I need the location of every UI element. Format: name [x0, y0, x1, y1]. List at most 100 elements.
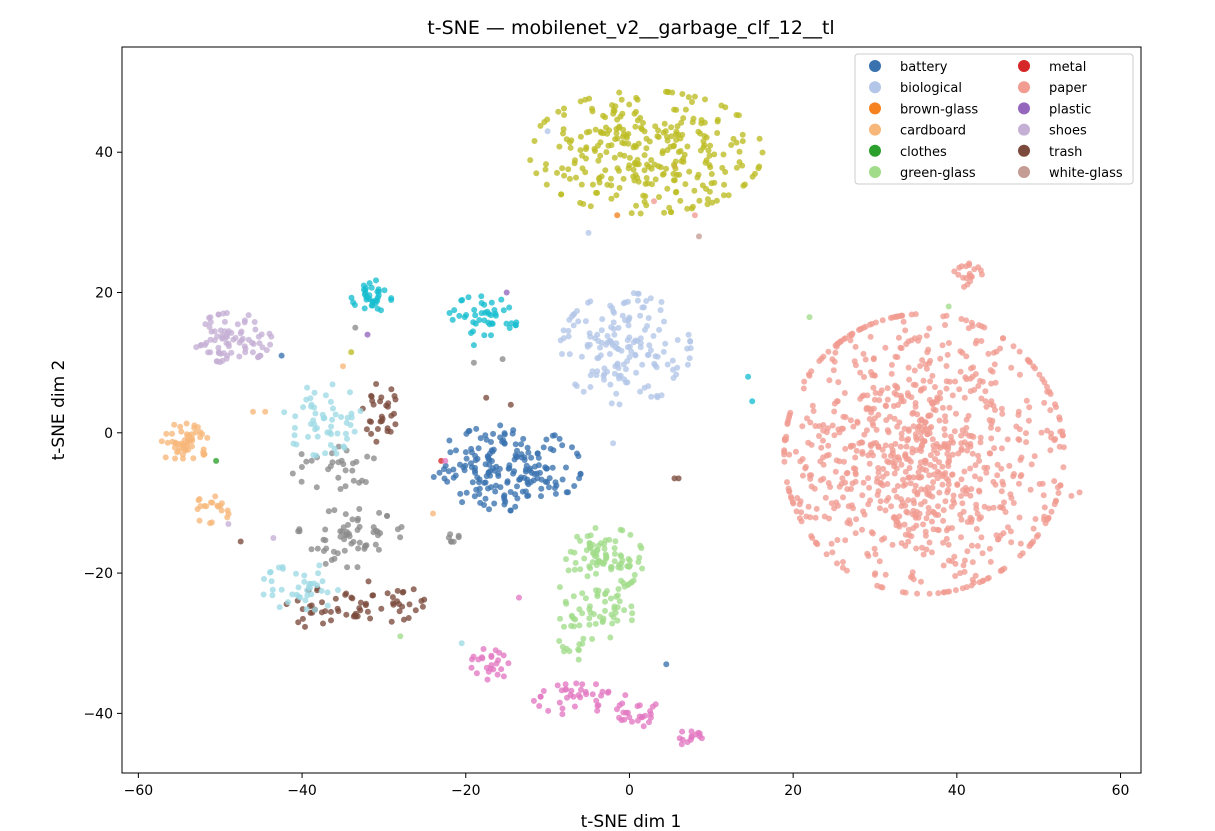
point-biological — [662, 340, 669, 347]
point-unlabeled-gray — [340, 461, 347, 468]
point-unlabeled-olive — [728, 142, 735, 148]
point-paper — [987, 401, 994, 408]
point-paper — [902, 589, 909, 596]
point-unlabeled-olive — [561, 172, 568, 179]
point-paper — [834, 502, 841, 509]
point-paper — [1030, 525, 1037, 532]
point-paper — [1023, 439, 1030, 446]
point-unlabeled-olive — [741, 181, 748, 188]
point-unlabeled-pink — [485, 668, 492, 675]
point-paper — [1031, 453, 1038, 460]
point-paper — [917, 387, 924, 394]
point-unlabeled-olive — [630, 144, 637, 151]
point-unlabeled-olive — [596, 179, 603, 186]
point-battery — [486, 506, 492, 513]
point-unlabeled-pink — [490, 666, 497, 673]
point-paper — [998, 504, 1005, 511]
point-paper — [876, 505, 883, 512]
point-paper — [853, 447, 860, 454]
point-unlabeled-olive — [348, 349, 355, 356]
point-paper — [945, 557, 952, 564]
point-paper — [968, 319, 975, 326]
point-battery — [457, 461, 463, 468]
point-paper — [1017, 540, 1024, 547]
point-unlabeled-pink — [571, 703, 578, 710]
point-unlabeled-olive — [537, 122, 544, 129]
point-paper — [978, 395, 985, 402]
point-unlabeled-olive — [608, 175, 614, 182]
point-unlabeled-pink — [620, 709, 627, 716]
point-unlabeled-olive — [640, 192, 647, 199]
point-unlabeled-olive — [677, 197, 684, 204]
point-paper — [841, 390, 848, 396]
point-unlabeled-olive — [660, 129, 667, 136]
point-paper — [1060, 464, 1067, 471]
point-battery — [520, 435, 527, 442]
legend-marker-plastic — [1018, 102, 1030, 115]
point-cardboard — [169, 438, 176, 445]
point-unlabeled-olive — [608, 195, 615, 202]
point-paper — [884, 385, 891, 392]
point-unlabeled-cyan — [446, 310, 453, 316]
point-unlabeled-olive — [720, 192, 727, 199]
point-paper — [848, 486, 854, 492]
point-unlabeled-olive — [614, 135, 621, 142]
point-unlabeled-gray — [313, 484, 320, 491]
point-paper — [836, 483, 843, 490]
point-paper — [1048, 508, 1055, 515]
point-paper — [832, 349, 839, 356]
point-unlabeled-lightcyan — [357, 408, 364, 414]
point-paper — [1007, 491, 1014, 498]
point-battery — [472, 457, 479, 464]
point-unlabeled-olive — [721, 181, 728, 188]
point-biological — [611, 370, 618, 377]
point-biological — [557, 337, 564, 344]
point-unlabeled-olive — [527, 157, 534, 164]
point-green-glass — [627, 531, 634, 538]
point-paper — [651, 198, 657, 205]
point-unlabeled-olive — [641, 167, 648, 174]
point-paper — [838, 425, 845, 432]
point-unlabeled-olive — [542, 166, 549, 173]
point-paper — [848, 442, 854, 449]
legend-marker-white-glass — [1018, 166, 1030, 178]
point-biological — [637, 312, 644, 319]
point-paper — [867, 441, 874, 448]
point-battery — [552, 490, 559, 497]
point-unlabeled-pink — [556, 699, 563, 706]
point-unlabeled-olive — [739, 162, 746, 169]
point-battery — [487, 468, 494, 474]
point-battery — [522, 488, 529, 495]
point-unlabeled-olive — [736, 148, 743, 155]
point-green-glass — [574, 533, 581, 540]
point-paper — [902, 452, 909, 459]
point-unlabeled-olive — [656, 194, 662, 200]
point-paper — [818, 355, 825, 362]
point-paper — [922, 457, 929, 464]
point-cardboard — [158, 438, 165, 445]
point-unlabeled-olive — [675, 149, 682, 155]
point-plastic — [364, 331, 371, 338]
point-unlabeled-olive — [554, 169, 560, 176]
point-shoes — [263, 347, 270, 354]
point-paper — [984, 575, 991, 582]
point-battery — [473, 425, 480, 432]
point-paper — [833, 457, 840, 464]
point-unlabeled-olive — [589, 108, 596, 115]
point-trash — [327, 608, 334, 615]
point-unlabeled-olive — [663, 165, 670, 172]
point-unlabeled-pink — [594, 707, 601, 714]
point-paper — [811, 485, 818, 492]
point-shoes — [238, 337, 245, 344]
point-unlabeled-olive — [644, 161, 650, 168]
point-unlabeled-cyan — [374, 288, 381, 295]
point-green-glass — [587, 532, 594, 539]
point-battery — [559, 476, 566, 483]
point-battery — [510, 427, 517, 434]
point-green-glass — [806, 314, 813, 321]
point-unlabeled-olive — [625, 165, 632, 172]
point-biological — [684, 345, 691, 352]
point-paper — [961, 439, 968, 446]
point-unlabeled-lightcyan — [291, 432, 298, 439]
point-biological — [598, 327, 605, 334]
